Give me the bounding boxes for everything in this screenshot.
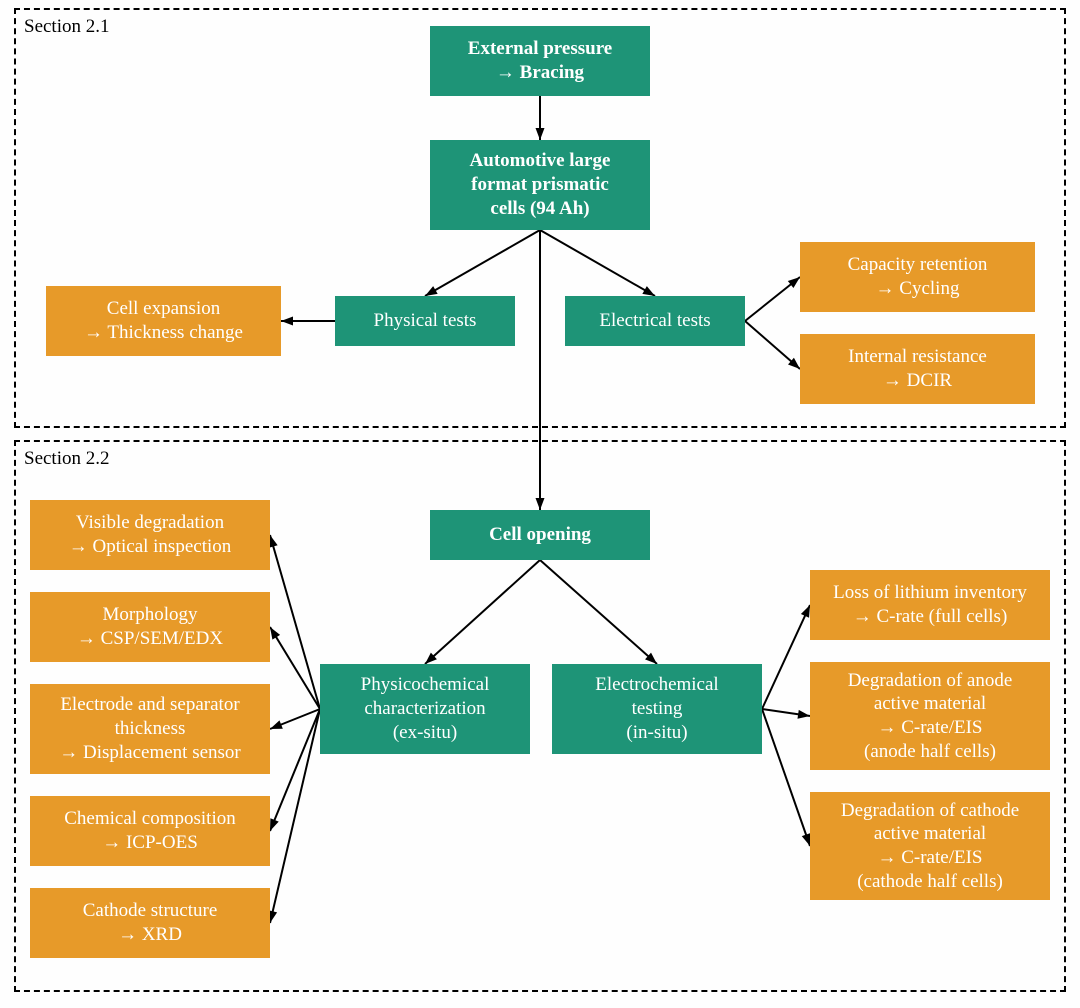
node-text: Cell opening [436, 523, 644, 547]
flowchart-canvas: Section 2.1 Section 2.2 External pressure→… [0, 0, 1080, 1008]
flowchart-node: Automotive largeformat prismaticcells (9… [430, 140, 650, 230]
node-text: Electrochemicaltesting(in-situ) [558, 673, 756, 744]
flowchart-node: Physicochemicalcharacterization(ex-situ) [320, 664, 530, 754]
node-text: Electrical tests [571, 309, 739, 333]
node-text: Physical tests [341, 309, 509, 333]
node-text: Degradation of anodeactive material→ C-r… [816, 669, 1044, 764]
flowchart-node: Degradation of anodeactive material→ C-r… [810, 662, 1050, 770]
flowchart-node: Electrode and separatorthickness→ Displa… [30, 684, 270, 774]
node-text: Capacity retention→ Cycling [806, 253, 1029, 301]
flowchart-node: Capacity retention→ Cycling [800, 242, 1035, 312]
flowchart-node: External pressure→ Bracing [430, 26, 650, 96]
node-text: Visible degradation→ Optical inspection [36, 511, 264, 559]
node-text: Automotive largeformat prismaticcells (9… [436, 149, 644, 220]
flowchart-node: Morphology→ CSP/SEM/EDX [30, 592, 270, 662]
flowchart-node: Degradation of cathodeactive material→ C… [810, 792, 1050, 900]
node-text: Chemical composition→ ICP-OES [36, 807, 264, 855]
flowchart-node: Internal resistance→ DCIR [800, 334, 1035, 404]
node-text: Cell expansion→ Thickness change [52, 297, 275, 345]
flowchart-node: Cell expansion→ Thickness change [46, 286, 281, 356]
flowchart-node: Cell opening [430, 510, 650, 560]
node-text: Loss of lithium inventory→ C-rate (full … [816, 581, 1044, 629]
flowchart-node: Cathode structure→ XRD [30, 888, 270, 958]
section-label: Section 2.2 [24, 448, 110, 470]
node-text: Internal resistance→ DCIR [806, 345, 1029, 393]
flowchart-node: Electrical tests [565, 296, 745, 346]
flowchart-node: Electrochemicaltesting(in-situ) [552, 664, 762, 754]
section-label: Section 2.1 [24, 16, 110, 38]
node-text: Electrode and separatorthickness→ Displa… [36, 693, 264, 764]
node-text: Cathode structure→ XRD [36, 899, 264, 947]
flowchart-node: Visible degradation→ Optical inspection [30, 500, 270, 570]
node-text: Morphology→ CSP/SEM/EDX [36, 603, 264, 651]
flowchart-node: Loss of lithium inventory→ C-rate (full … [810, 570, 1050, 640]
node-text: Degradation of cathodeactive material→ C… [816, 799, 1044, 894]
flowchart-node: Chemical composition→ ICP-OES [30, 796, 270, 866]
flowchart-node: Physical tests [335, 296, 515, 346]
node-text: Physicochemicalcharacterization(ex-situ) [326, 673, 524, 744]
node-text: External pressure→ Bracing [436, 37, 644, 85]
